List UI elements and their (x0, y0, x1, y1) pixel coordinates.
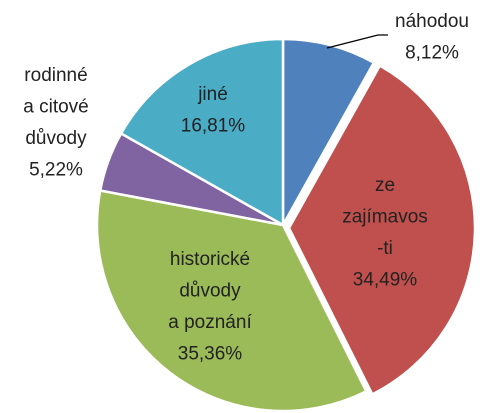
label-line: důvody (25, 128, 87, 149)
slice-label: historické důvody a poznání 35,36% (168, 249, 252, 365)
label-line: důvody (179, 281, 241, 302)
value-label: 8,12% (405, 43, 459, 64)
label-line: -ti (377, 238, 393, 259)
label-line: historické (170, 249, 250, 270)
leader-line (326, 34, 388, 49)
label-line: ze (375, 175, 395, 196)
value-label: 16,81% (181, 116, 246, 137)
value-label: 5,22% (29, 160, 83, 181)
value-label: 35,36% (178, 344, 243, 365)
label-line: a poznání (168, 312, 252, 333)
slice-label: ze zajímavos -ti 34,49% (342, 175, 428, 291)
label-line: a citové (23, 97, 88, 118)
label-line: jiné (197, 84, 228, 105)
label-line: rodinné (24, 65, 87, 86)
pie-slice (287, 63, 477, 396)
slice-label: náhodou 8,12% (395, 11, 469, 64)
pie-slice (281, 37, 376, 230)
value-label: 34,49% (353, 270, 418, 291)
label-line: zajímavos (342, 207, 428, 228)
slice-label: jiné 16,81% (181, 84, 246, 137)
pie-slice (95, 189, 368, 413)
label-line: náhodou (395, 11, 469, 32)
pie-slice (119, 37, 285, 228)
slice-label: rodinné a citové důvody 5,22% (23, 65, 88, 181)
